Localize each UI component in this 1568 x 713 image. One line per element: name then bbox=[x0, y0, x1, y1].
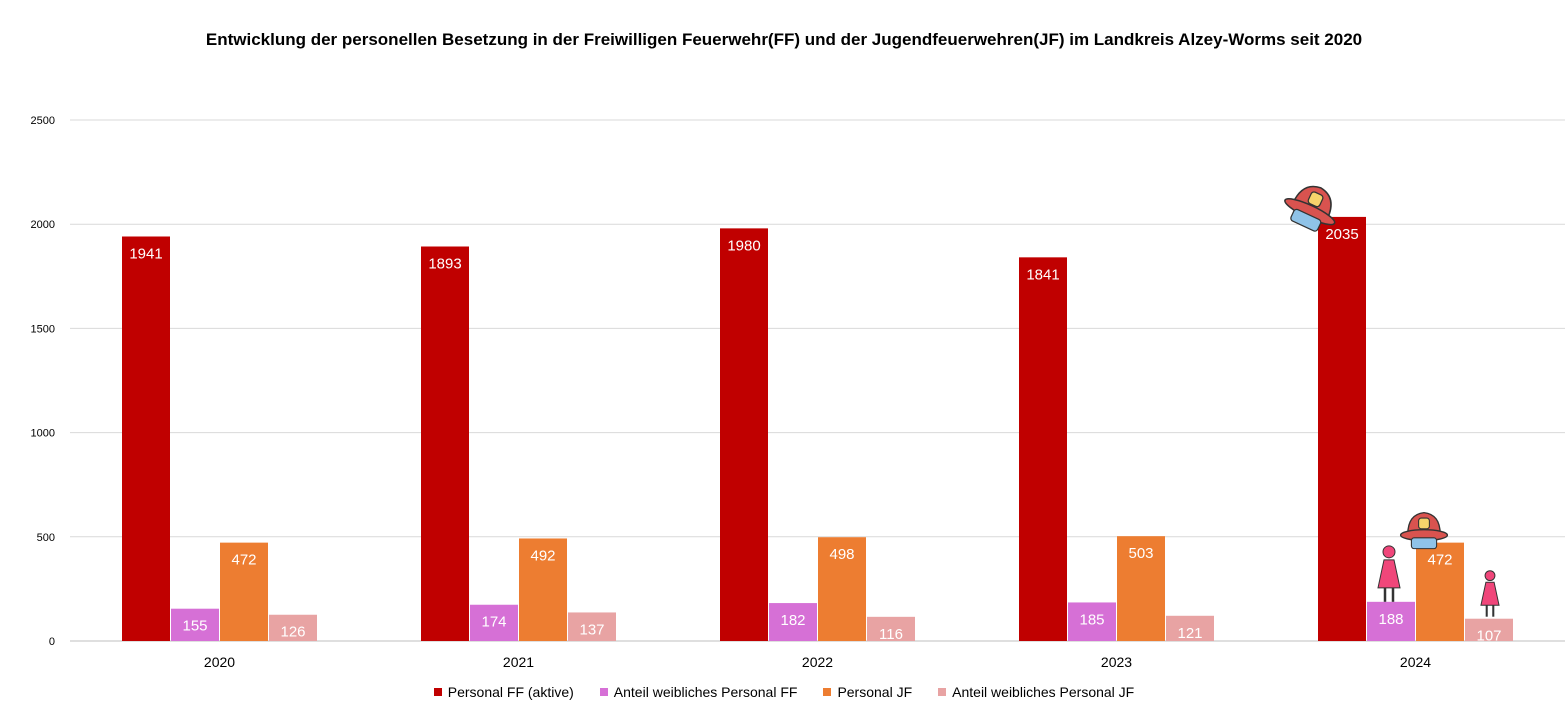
data-label: 155 bbox=[182, 618, 207, 635]
bar bbox=[1367, 601, 1415, 641]
legend-item: Personal FF (aktive) bbox=[433, 684, 574, 700]
bar bbox=[470, 604, 518, 641]
chart-plot: 0 500 1000 1500 2000 2500 1941 155 472 126 2020 189… bbox=[31, 115, 1565, 670]
x-tick-label: 2021 bbox=[503, 654, 534, 670]
bar bbox=[867, 616, 915, 641]
bar bbox=[519, 538, 567, 641]
data-label: 107 bbox=[1476, 628, 1501, 645]
x-tick-label: 2024 bbox=[1400, 654, 1431, 670]
y-tick-label: 500 bbox=[37, 532, 55, 544]
legend-item: Anteil weibliches Personal JF bbox=[938, 684, 1134, 700]
bar bbox=[769, 603, 817, 641]
legend-swatch bbox=[823, 688, 832, 696]
data-label: 498 bbox=[829, 546, 854, 563]
y-tick-label: 1000 bbox=[31, 428, 55, 440]
data-label: 185 bbox=[1079, 611, 1104, 628]
bar bbox=[220, 542, 268, 641]
bar bbox=[1019, 257, 1067, 641]
legend-item: Personal JF bbox=[823, 684, 912, 700]
bar bbox=[1068, 602, 1116, 641]
data-label: 126 bbox=[280, 624, 305, 641]
legend-swatch bbox=[433, 688, 442, 696]
bar bbox=[421, 246, 469, 642]
data-label: 503 bbox=[1128, 545, 1153, 562]
data-label: 121 bbox=[1177, 625, 1202, 642]
y-tick-label: 2000 bbox=[31, 219, 55, 231]
legend-swatch bbox=[599, 688, 608, 696]
data-label: 116 bbox=[879, 626, 903, 643]
legend-label: Anteil weibliches Personal FF bbox=[613, 684, 798, 700]
firefighter-helmet-icon bbox=[1399, 511, 1449, 550]
data-label: 1941 bbox=[129, 245, 162, 262]
y-tick-label: 2500 bbox=[31, 115, 55, 127]
x-tick-label: 2023 bbox=[1101, 654, 1132, 670]
y-tick-label: 1500 bbox=[31, 323, 55, 335]
bar bbox=[720, 228, 768, 642]
legend: Personal FF (aktive) Anteil weibliches Pe… bbox=[0, 684, 1568, 700]
x-tick-label: 2022 bbox=[802, 654, 833, 670]
label-layer: 0 500 1000 1500 2000 2500 1941 155 472 126 2020 189… bbox=[31, 115, 1502, 670]
female-person-icon bbox=[1377, 545, 1401, 602]
bar bbox=[818, 537, 866, 641]
legend-item: Anteil weibliches Personal FF bbox=[599, 684, 798, 700]
data-label: 1980 bbox=[727, 237, 760, 254]
data-label: 1893 bbox=[428, 255, 461, 272]
bar bbox=[122, 236, 170, 641]
bar bbox=[1166, 615, 1214, 641]
legend-label: Anteil weibliches Personal JF bbox=[952, 684, 1135, 700]
data-label: 137 bbox=[579, 621, 604, 638]
legend-swatch bbox=[938, 688, 947, 696]
bar bbox=[269, 614, 317, 641]
bar bbox=[171, 608, 219, 641]
chart-title: Entwicklung der personellen Besetzung in… bbox=[205, 30, 1363, 49]
legend-label: Personal JF bbox=[837, 684, 913, 700]
bar-layer bbox=[122, 216, 1513, 642]
data-label: 472 bbox=[231, 552, 256, 569]
y-tick-label: 0 bbox=[49, 636, 55, 648]
data-label: 492 bbox=[530, 547, 555, 564]
data-label: 472 bbox=[1427, 552, 1452, 569]
data-label: 2035 bbox=[1325, 226, 1358, 243]
data-label: 182 bbox=[780, 612, 805, 629]
x-tick-label: 2020 bbox=[204, 654, 235, 670]
legend-label: Personal FF (aktive) bbox=[447, 684, 574, 700]
data-label: 174 bbox=[481, 614, 506, 631]
data-label: 1841 bbox=[1026, 266, 1059, 283]
bar bbox=[1416, 542, 1464, 641]
firefighter-helmet-icon bbox=[1284, 185, 1336, 232]
icon-layer bbox=[1284, 185, 1500, 617]
bar bbox=[1318, 216, 1366, 641]
female-person-icon bbox=[1480, 570, 1500, 617]
bar bbox=[1465, 618, 1513, 641]
bar bbox=[568, 612, 616, 641]
bar bbox=[1117, 536, 1165, 641]
data-label: 188 bbox=[1378, 611, 1403, 628]
